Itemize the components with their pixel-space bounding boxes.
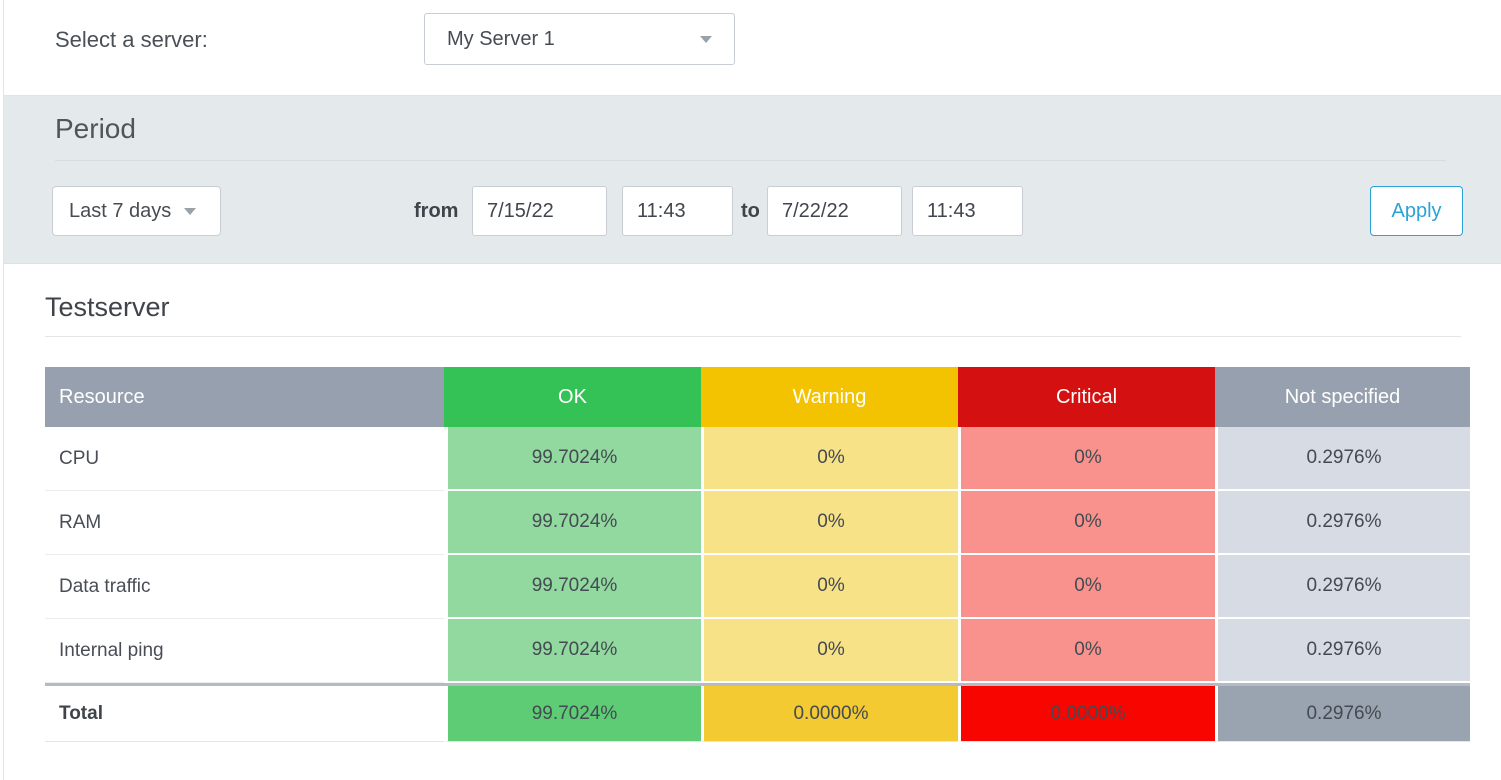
- column-header-critical: Critical: [958, 367, 1215, 427]
- report-title: Testserver: [45, 292, 170, 322]
- chevron-down-icon: [184, 207, 197, 215]
- critical-value: 0%: [958, 491, 1215, 555]
- from-label: from: [414, 200, 459, 222]
- ok-value: 99.7024%: [444, 555, 701, 619]
- warning-value: 0%: [701, 427, 958, 491]
- total-separator: [45, 683, 1470, 686]
- report-section: Testserver Resource OK Warning Critical …: [0, 264, 1501, 779]
- chevron-down-icon: [700, 35, 712, 43]
- apply-button[interactable]: Apply: [1370, 186, 1463, 236]
- table-row-data-traffic: Data traffic 99.7024% 0% 0% 0.2976%: [45, 555, 1470, 619]
- period-preset-select[interactable]: Last 7 days: [52, 186, 221, 236]
- ok-value: 99.7024%: [444, 427, 701, 491]
- to-label: to: [741, 200, 760, 222]
- server-select-value: My Server 1: [447, 27, 555, 50]
- resource-name: RAM: [45, 491, 444, 555]
- table-row-cpu: CPU 99.7024% 0% 0% 0.2976%: [45, 427, 1470, 491]
- server-select-label: Select a server:: [55, 27, 208, 52]
- resource-name: CPU: [45, 427, 444, 491]
- page-left-border: [0, 0, 4, 780]
- to-date-input[interactable]: [767, 186, 902, 236]
- not-specified-value: 0.2976%: [1215, 619, 1470, 683]
- period-preset-value: Last 7 days: [69, 199, 172, 222]
- total-label: Total: [45, 686, 444, 742]
- period-divider: [55, 160, 1446, 161]
- to-time-input[interactable]: [912, 186, 1023, 236]
- from-time-input[interactable]: [622, 186, 733, 236]
- period-title: Period: [55, 113, 136, 144]
- ok-value: 99.7024%: [444, 491, 701, 555]
- critical-value: 0%: [958, 555, 1215, 619]
- column-header-resource: Resource: [45, 367, 444, 427]
- ok-value: 99.7024%: [444, 619, 701, 683]
- critical-value: 0%: [958, 427, 1215, 491]
- column-header-warning: Warning: [701, 367, 958, 427]
- resource-name: Internal ping: [45, 619, 444, 683]
- warning-value: 0%: [701, 619, 958, 683]
- total-not-specified-value: 0.2976%: [1215, 686, 1470, 742]
- table-row-internal-ping: Internal ping 99.7024% 0% 0% 0.2976%: [45, 619, 1470, 683]
- report-divider: [45, 336, 1461, 337]
- table-row-total: Total 99.7024% 0.0000% 0.0000% 0.2976%: [45, 686, 1470, 742]
- status-table: Resource OK Warning Critical Not specifi…: [45, 367, 1470, 742]
- total-ok-value: 99.7024%: [444, 686, 701, 742]
- table-row-ram: RAM 99.7024% 0% 0% 0.2976%: [45, 491, 1470, 555]
- period-section: Period Last 7 days from to Apply: [0, 96, 1501, 264]
- resource-name: Data traffic: [45, 555, 444, 619]
- column-header-ok: OK: [444, 367, 701, 427]
- not-specified-value: 0.2976%: [1215, 491, 1470, 555]
- not-specified-value: 0.2976%: [1215, 555, 1470, 619]
- total-critical-value: 0.0000%: [958, 686, 1215, 742]
- table-header-row: Resource OK Warning Critical Not specifi…: [45, 367, 1470, 427]
- server-bar: Select a server: My Server 1: [0, 0, 1501, 96]
- warning-value: 0%: [701, 491, 958, 555]
- from-date-input[interactable]: [472, 186, 607, 236]
- not-specified-value: 0.2976%: [1215, 427, 1470, 491]
- total-warning-value: 0.0000%: [701, 686, 958, 742]
- column-header-not-specified: Not specified: [1215, 367, 1470, 427]
- critical-value: 0%: [958, 619, 1215, 683]
- warning-value: 0%: [701, 555, 958, 619]
- server-select[interactable]: My Server 1: [424, 13, 735, 65]
